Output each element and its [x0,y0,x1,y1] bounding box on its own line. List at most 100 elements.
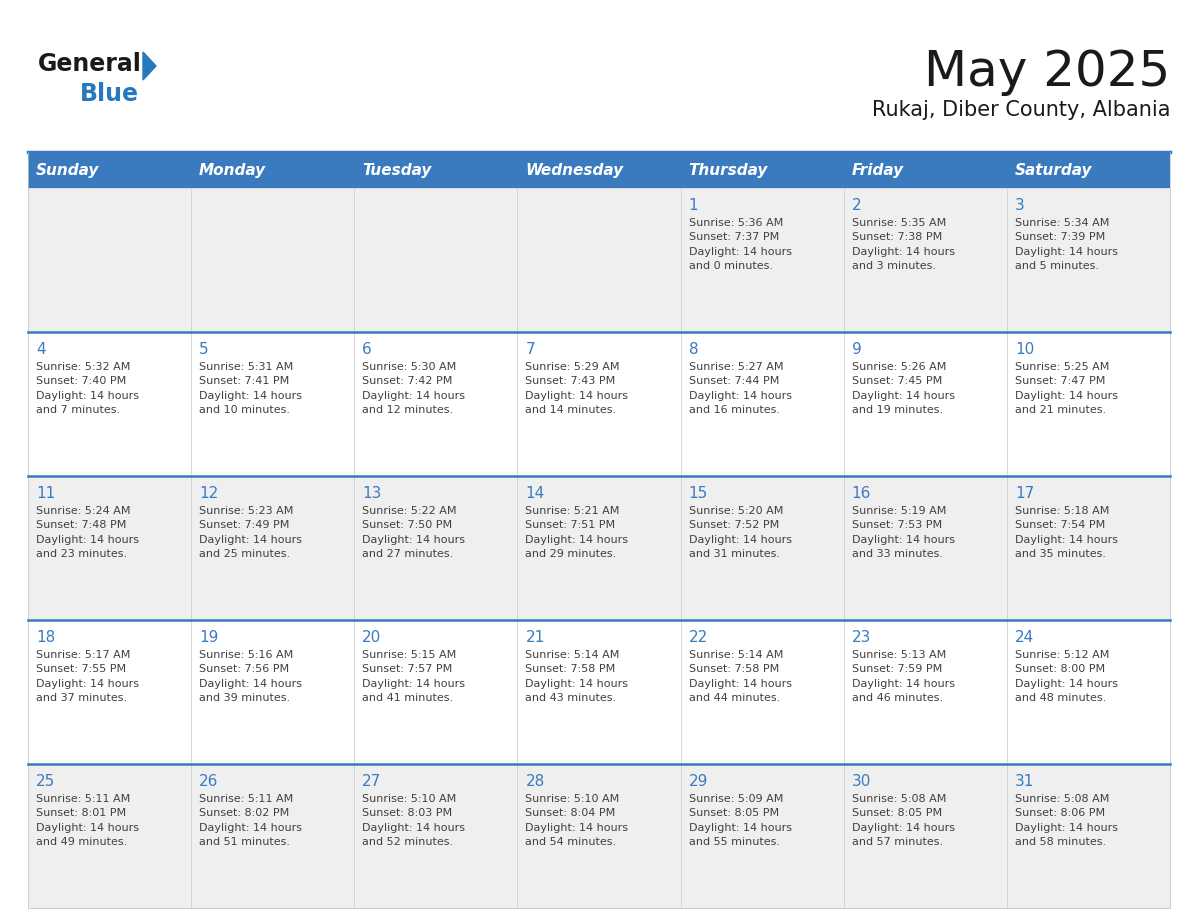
Bar [518,764,681,908]
Text: Blue: Blue [80,82,139,106]
Text: 14: 14 [525,486,544,501]
Bar [681,152,843,188]
Text: Friday: Friday [852,162,904,177]
Bar [191,476,354,620]
Text: Sunrise: 5:08 AM
Sunset: 8:05 PM
Daylight: 14 hours
and 57 minutes.: Sunrise: 5:08 AM Sunset: 8:05 PM Dayligh… [852,794,955,847]
Bar [681,332,843,476]
Text: Sunrise: 5:31 AM
Sunset: 7:41 PM
Daylight: 14 hours
and 10 minutes.: Sunrise: 5:31 AM Sunset: 7:41 PM Dayligh… [200,362,302,415]
Text: Sunrise: 5:14 AM
Sunset: 7:58 PM
Daylight: 14 hours
and 44 minutes.: Sunrise: 5:14 AM Sunset: 7:58 PM Dayligh… [689,650,791,703]
Text: 19: 19 [200,630,219,645]
Bar [29,152,191,188]
Text: Sunrise: 5:17 AM
Sunset: 7:55 PM
Daylight: 14 hours
and 37 minutes.: Sunrise: 5:17 AM Sunset: 7:55 PM Dayligh… [36,650,139,703]
Text: 1: 1 [689,198,699,213]
Text: Tuesday: Tuesday [362,162,431,177]
Text: Sunrise: 5:25 AM
Sunset: 7:47 PM
Daylight: 14 hours
and 21 minutes.: Sunrise: 5:25 AM Sunset: 7:47 PM Dayligh… [1015,362,1118,415]
Bar [354,476,518,620]
Text: 15: 15 [689,486,708,501]
Text: Sunrise: 5:11 AM
Sunset: 8:01 PM
Daylight: 14 hours
and 49 minutes.: Sunrise: 5:11 AM Sunset: 8:01 PM Dayligh… [36,794,139,847]
Text: 7: 7 [525,342,535,357]
Bar [518,188,681,332]
Text: Sunrise: 5:08 AM
Sunset: 8:06 PM
Daylight: 14 hours
and 58 minutes.: Sunrise: 5:08 AM Sunset: 8:06 PM Dayligh… [1015,794,1118,847]
Bar [354,332,518,476]
Text: 23: 23 [852,630,871,645]
Text: Sunrise: 5:34 AM
Sunset: 7:39 PM
Daylight: 14 hours
and 5 minutes.: Sunrise: 5:34 AM Sunset: 7:39 PM Dayligh… [1015,218,1118,271]
Bar [1007,764,1170,908]
Bar [681,620,843,764]
Bar [29,620,191,764]
Text: Sunrise: 5:15 AM
Sunset: 7:57 PM
Daylight: 14 hours
and 41 minutes.: Sunrise: 5:15 AM Sunset: 7:57 PM Dayligh… [362,650,466,703]
Bar [843,764,1007,908]
Text: Sunrise: 5:32 AM
Sunset: 7:40 PM
Daylight: 14 hours
and 7 minutes.: Sunrise: 5:32 AM Sunset: 7:40 PM Dayligh… [36,362,139,415]
Text: 6: 6 [362,342,372,357]
Text: 22: 22 [689,630,708,645]
Bar [29,476,191,620]
Text: 28: 28 [525,774,544,789]
Bar [843,188,1007,332]
Bar [191,620,354,764]
Text: Sunrise: 5:10 AM
Sunset: 8:03 PM
Daylight: 14 hours
and 52 minutes.: Sunrise: 5:10 AM Sunset: 8:03 PM Dayligh… [362,794,466,847]
Text: 20: 20 [362,630,381,645]
Text: Sunrise: 5:22 AM
Sunset: 7:50 PM
Daylight: 14 hours
and 27 minutes.: Sunrise: 5:22 AM Sunset: 7:50 PM Dayligh… [362,506,466,559]
Text: 26: 26 [200,774,219,789]
Bar [191,152,354,188]
Text: May 2025: May 2025 [924,48,1170,96]
Bar [29,188,191,332]
Text: 25: 25 [36,774,56,789]
Bar [1007,476,1170,620]
Text: 18: 18 [36,630,56,645]
Polygon shape [143,52,156,80]
Bar [843,332,1007,476]
Text: 17: 17 [1015,486,1034,501]
Text: Sunrise: 5:14 AM
Sunset: 7:58 PM
Daylight: 14 hours
and 43 minutes.: Sunrise: 5:14 AM Sunset: 7:58 PM Dayligh… [525,650,628,703]
Text: Rukaj, Diber County, Albania: Rukaj, Diber County, Albania [872,100,1170,120]
Text: 31: 31 [1015,774,1035,789]
Text: Sunrise: 5:10 AM
Sunset: 8:04 PM
Daylight: 14 hours
and 54 minutes.: Sunrise: 5:10 AM Sunset: 8:04 PM Dayligh… [525,794,628,847]
Bar [29,764,191,908]
Bar [354,764,518,908]
Text: Sunrise: 5:26 AM
Sunset: 7:45 PM
Daylight: 14 hours
and 19 minutes.: Sunrise: 5:26 AM Sunset: 7:45 PM Dayligh… [852,362,955,415]
Text: 5: 5 [200,342,209,357]
Text: Sunrise: 5:21 AM
Sunset: 7:51 PM
Daylight: 14 hours
and 29 minutes.: Sunrise: 5:21 AM Sunset: 7:51 PM Dayligh… [525,506,628,559]
Bar [191,188,354,332]
Bar [1007,620,1170,764]
Bar [518,476,681,620]
Text: Sunrise: 5:16 AM
Sunset: 7:56 PM
Daylight: 14 hours
and 39 minutes.: Sunrise: 5:16 AM Sunset: 7:56 PM Dayligh… [200,650,302,703]
Text: 11: 11 [36,486,56,501]
Text: 3: 3 [1015,198,1024,213]
Text: Sunrise: 5:23 AM
Sunset: 7:49 PM
Daylight: 14 hours
and 25 minutes.: Sunrise: 5:23 AM Sunset: 7:49 PM Dayligh… [200,506,302,559]
Text: 16: 16 [852,486,871,501]
Bar [1007,332,1170,476]
Bar [354,188,518,332]
Bar [518,332,681,476]
Text: Sunrise: 5:19 AM
Sunset: 7:53 PM
Daylight: 14 hours
and 33 minutes.: Sunrise: 5:19 AM Sunset: 7:53 PM Dayligh… [852,506,955,559]
Text: 24: 24 [1015,630,1034,645]
Text: 2: 2 [852,198,861,213]
Text: Sunday: Sunday [36,162,100,177]
Text: Sunrise: 5:11 AM
Sunset: 8:02 PM
Daylight: 14 hours
and 51 minutes.: Sunrise: 5:11 AM Sunset: 8:02 PM Dayligh… [200,794,302,847]
Text: 30: 30 [852,774,871,789]
Text: Sunrise: 5:27 AM
Sunset: 7:44 PM
Daylight: 14 hours
and 16 minutes.: Sunrise: 5:27 AM Sunset: 7:44 PM Dayligh… [689,362,791,415]
Text: Sunrise: 5:29 AM
Sunset: 7:43 PM
Daylight: 14 hours
and 14 minutes.: Sunrise: 5:29 AM Sunset: 7:43 PM Dayligh… [525,362,628,415]
Bar [1007,152,1170,188]
Bar [354,152,518,188]
Text: 8: 8 [689,342,699,357]
Text: Sunrise: 5:20 AM
Sunset: 7:52 PM
Daylight: 14 hours
and 31 minutes.: Sunrise: 5:20 AM Sunset: 7:52 PM Dayligh… [689,506,791,559]
Text: 27: 27 [362,774,381,789]
Text: 13: 13 [362,486,381,501]
Bar [681,476,843,620]
Text: 9: 9 [852,342,861,357]
Bar [1007,188,1170,332]
Bar [191,332,354,476]
Bar [518,152,681,188]
Bar [518,620,681,764]
Bar [681,188,843,332]
Text: 29: 29 [689,774,708,789]
Text: Wednesday: Wednesday [525,162,624,177]
Text: Saturday: Saturday [1015,162,1092,177]
Text: Sunrise: 5:12 AM
Sunset: 8:00 PM
Daylight: 14 hours
and 48 minutes.: Sunrise: 5:12 AM Sunset: 8:00 PM Dayligh… [1015,650,1118,703]
Text: Monday: Monday [200,162,266,177]
Text: 4: 4 [36,342,45,357]
Bar [681,764,843,908]
Text: Sunrise: 5:09 AM
Sunset: 8:05 PM
Daylight: 14 hours
and 55 minutes.: Sunrise: 5:09 AM Sunset: 8:05 PM Dayligh… [689,794,791,847]
Text: Sunrise: 5:24 AM
Sunset: 7:48 PM
Daylight: 14 hours
and 23 minutes.: Sunrise: 5:24 AM Sunset: 7:48 PM Dayligh… [36,506,139,559]
